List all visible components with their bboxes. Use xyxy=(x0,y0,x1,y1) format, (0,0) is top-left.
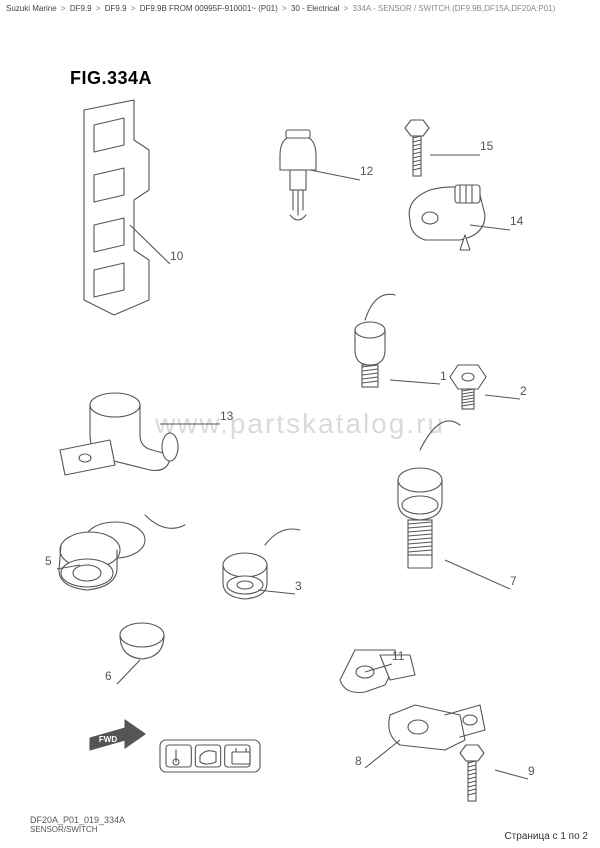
part-9[interactable] xyxy=(460,745,484,801)
part-12[interactable] xyxy=(280,130,316,220)
callout-label-9: 9 xyxy=(528,764,535,778)
part-6[interactable] xyxy=(120,623,164,659)
callout-label-12: 12 xyxy=(360,164,374,178)
callout-label-3: 3 xyxy=(295,579,302,593)
callout-label-11: 11 xyxy=(392,649,405,663)
part-15[interactable] xyxy=(405,120,429,176)
callout-label-8: 8 xyxy=(355,754,362,768)
callout-label-13: 13 xyxy=(220,409,234,423)
part-13[interactable] xyxy=(60,393,178,475)
part-5[interactable] xyxy=(59,515,185,590)
callout-label-5: 5 xyxy=(45,554,52,568)
callout-label-1: 1 xyxy=(440,369,447,383)
part-3[interactable] xyxy=(223,529,300,599)
svg-text:FWD: FWD xyxy=(99,735,117,744)
part-7[interactable] xyxy=(398,421,460,568)
callout-label-10: 10 xyxy=(170,249,184,263)
callout-label-15: 15 xyxy=(480,139,494,153)
footer-left: DF20A_P01_019_334A SENSOR/SWITCH xyxy=(30,815,125,834)
footer-code: DF20A_P01_019_334A xyxy=(30,815,125,825)
callout-label-7: 7 xyxy=(510,574,517,588)
part-10[interactable] xyxy=(84,100,149,315)
callout-label-6: 6 xyxy=(105,669,112,683)
footer-page: Страница с 1 по 2 xyxy=(504,831,588,842)
warning-panel-icon xyxy=(160,740,260,772)
part-14[interactable] xyxy=(409,185,485,250)
callout-label-14: 14 xyxy=(510,214,524,228)
footer-caption: SENSOR/SWITCH xyxy=(30,825,125,834)
part-2[interactable] xyxy=(450,365,486,409)
part-8[interactable] xyxy=(389,705,485,750)
part-1[interactable] xyxy=(355,294,395,387)
callout-label-2: 2 xyxy=(520,384,527,398)
fwd-indicator: FWD xyxy=(90,720,145,750)
parts-diagram: 10121514131253761189FWD xyxy=(0,0,600,848)
